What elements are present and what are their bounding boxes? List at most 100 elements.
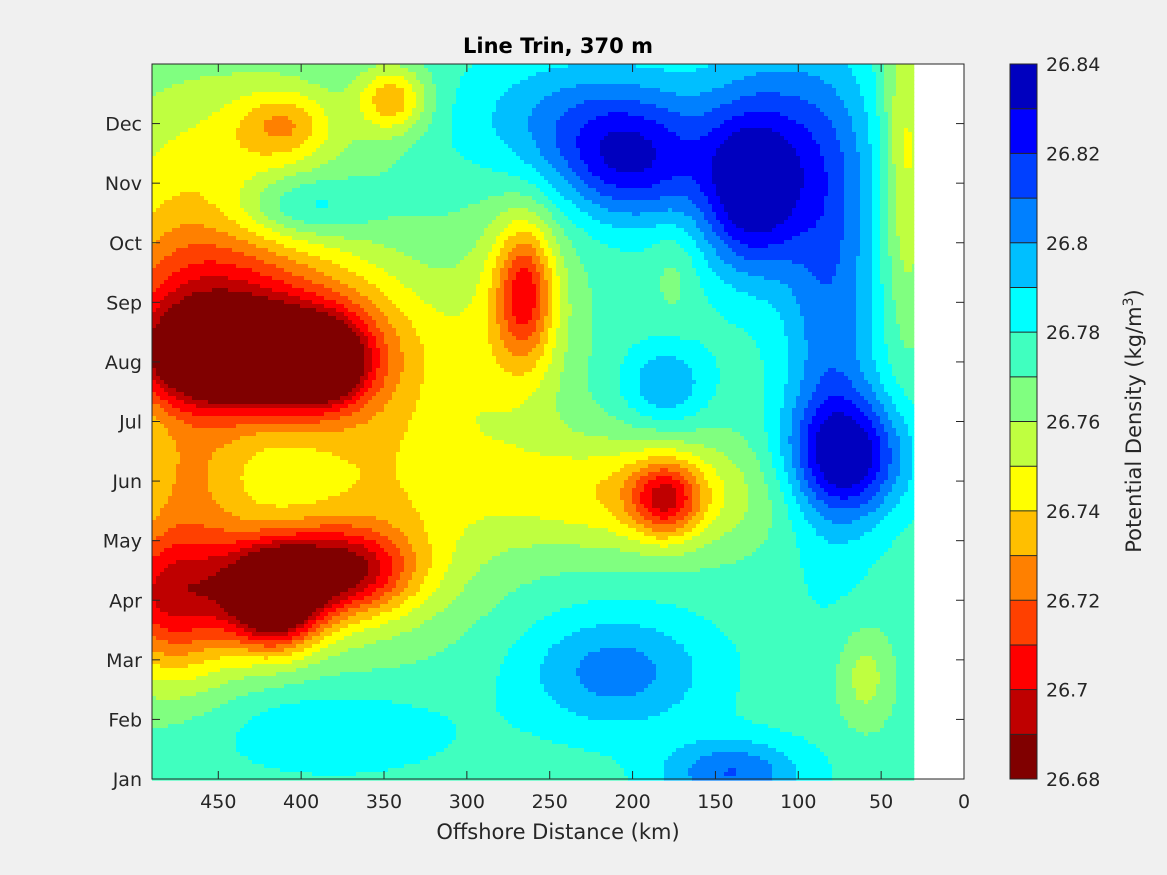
contour-cell <box>568 708 669 713</box>
contour-cell <box>700 468 717 473</box>
contour-cell <box>880 672 897 677</box>
contour-cell <box>296 228 485 233</box>
contour-cell <box>792 444 801 449</box>
contour-cell <box>684 644 737 649</box>
contour-cell <box>800 428 809 433</box>
contour-cell <box>656 404 677 409</box>
contour-cell <box>244 628 257 633</box>
contour-cell <box>628 524 645 529</box>
contour-cell <box>868 484 881 489</box>
contour-cell <box>544 320 553 325</box>
contour-cell <box>852 416 869 421</box>
contour-cell <box>456 88 509 93</box>
contour-cell <box>704 192 717 197</box>
contour-cell <box>640 380 697 385</box>
contour-cell <box>892 420 905 425</box>
contour-cell <box>880 212 889 217</box>
contour-cell <box>624 464 649 469</box>
contour-cell <box>528 124 557 129</box>
contour-cell <box>380 572 393 577</box>
contour-cell <box>464 256 489 261</box>
contour-cell <box>272 116 289 121</box>
contour-cell <box>240 728 457 733</box>
contour-cell <box>648 464 681 469</box>
contour-cell <box>496 316 505 321</box>
contour-cell <box>404 76 417 81</box>
contour-cell <box>296 644 313 649</box>
contour-cell <box>416 660 505 665</box>
contour-cell <box>408 420 477 425</box>
contour-cell <box>400 64 425 69</box>
contour-cell <box>636 460 689 465</box>
contour-cell <box>708 240 725 245</box>
contour-cell <box>324 636 345 641</box>
contour-cell <box>736 524 773 529</box>
contour-cell <box>160 664 189 669</box>
contour-cell <box>320 640 337 645</box>
contour-cell <box>624 356 657 361</box>
contour-cell <box>456 100 497 105</box>
contour-cell <box>264 644 277 649</box>
contour-cell <box>588 168 617 173</box>
contour-cell <box>684 248 701 253</box>
contour-cell <box>620 764 665 769</box>
contour-cell <box>720 380 765 385</box>
contour-cell <box>752 552 801 557</box>
contour-cell <box>372 96 405 101</box>
contour-cell <box>692 776 773 781</box>
contour-cell <box>680 336 753 341</box>
contour-cell <box>844 212 861 217</box>
contour-cell <box>472 248 493 253</box>
contour-cell <box>860 176 873 181</box>
contour-cell <box>152 396 161 401</box>
contour-cell <box>532 164 553 169</box>
contour-cell <box>888 188 897 193</box>
contour-cell <box>352 412 377 417</box>
contour-cell <box>492 112 533 117</box>
contour-cell <box>640 212 685 217</box>
contour-cell <box>560 324 569 329</box>
contour-cell <box>152 716 193 721</box>
contour-cell <box>420 588 437 593</box>
contour-cell <box>812 504 829 509</box>
contour-cell <box>244 464 357 469</box>
contour-cell <box>644 488 653 493</box>
contour-cell <box>408 148 457 153</box>
contour-cell <box>712 540 765 545</box>
contour-cell <box>548 304 553 309</box>
contour-cell <box>516 336 529 341</box>
contour-cell <box>808 584 857 589</box>
contour-cell <box>872 444 881 449</box>
contour-cell <box>548 308 553 313</box>
contour-cell <box>152 476 177 481</box>
contour-cell <box>688 396 713 401</box>
contour-cell <box>704 216 717 221</box>
contour-cell <box>740 656 841 661</box>
contour-cell <box>892 396 909 401</box>
contour-cell <box>828 176 845 181</box>
contour-cell <box>824 516 861 521</box>
contour-cell <box>580 132 609 137</box>
contour-cell <box>696 412 765 417</box>
contour-cell <box>876 392 889 397</box>
contour-cell <box>400 572 413 577</box>
contour-cell <box>416 140 453 145</box>
contour-cell <box>716 388 765 393</box>
contour-cell <box>828 760 915 765</box>
contour-cell <box>408 116 421 121</box>
contour-cell <box>900 440 913 445</box>
contour-cell <box>412 288 477 293</box>
contour-cell <box>800 564 873 569</box>
contour-cell <box>560 304 573 309</box>
colorbar-tick-label: 26.68 <box>1046 769 1100 791</box>
contour-cell <box>888 248 901 253</box>
contour-cell <box>328 644 365 649</box>
contour-cell <box>560 152 581 157</box>
contour-cell <box>788 284 857 289</box>
contour-cell <box>400 604 421 609</box>
contour-cell <box>596 692 637 697</box>
contour-cell <box>464 72 537 77</box>
contour-cell <box>452 140 505 145</box>
contour-cell <box>836 268 857 273</box>
contour-cell <box>424 600 453 605</box>
